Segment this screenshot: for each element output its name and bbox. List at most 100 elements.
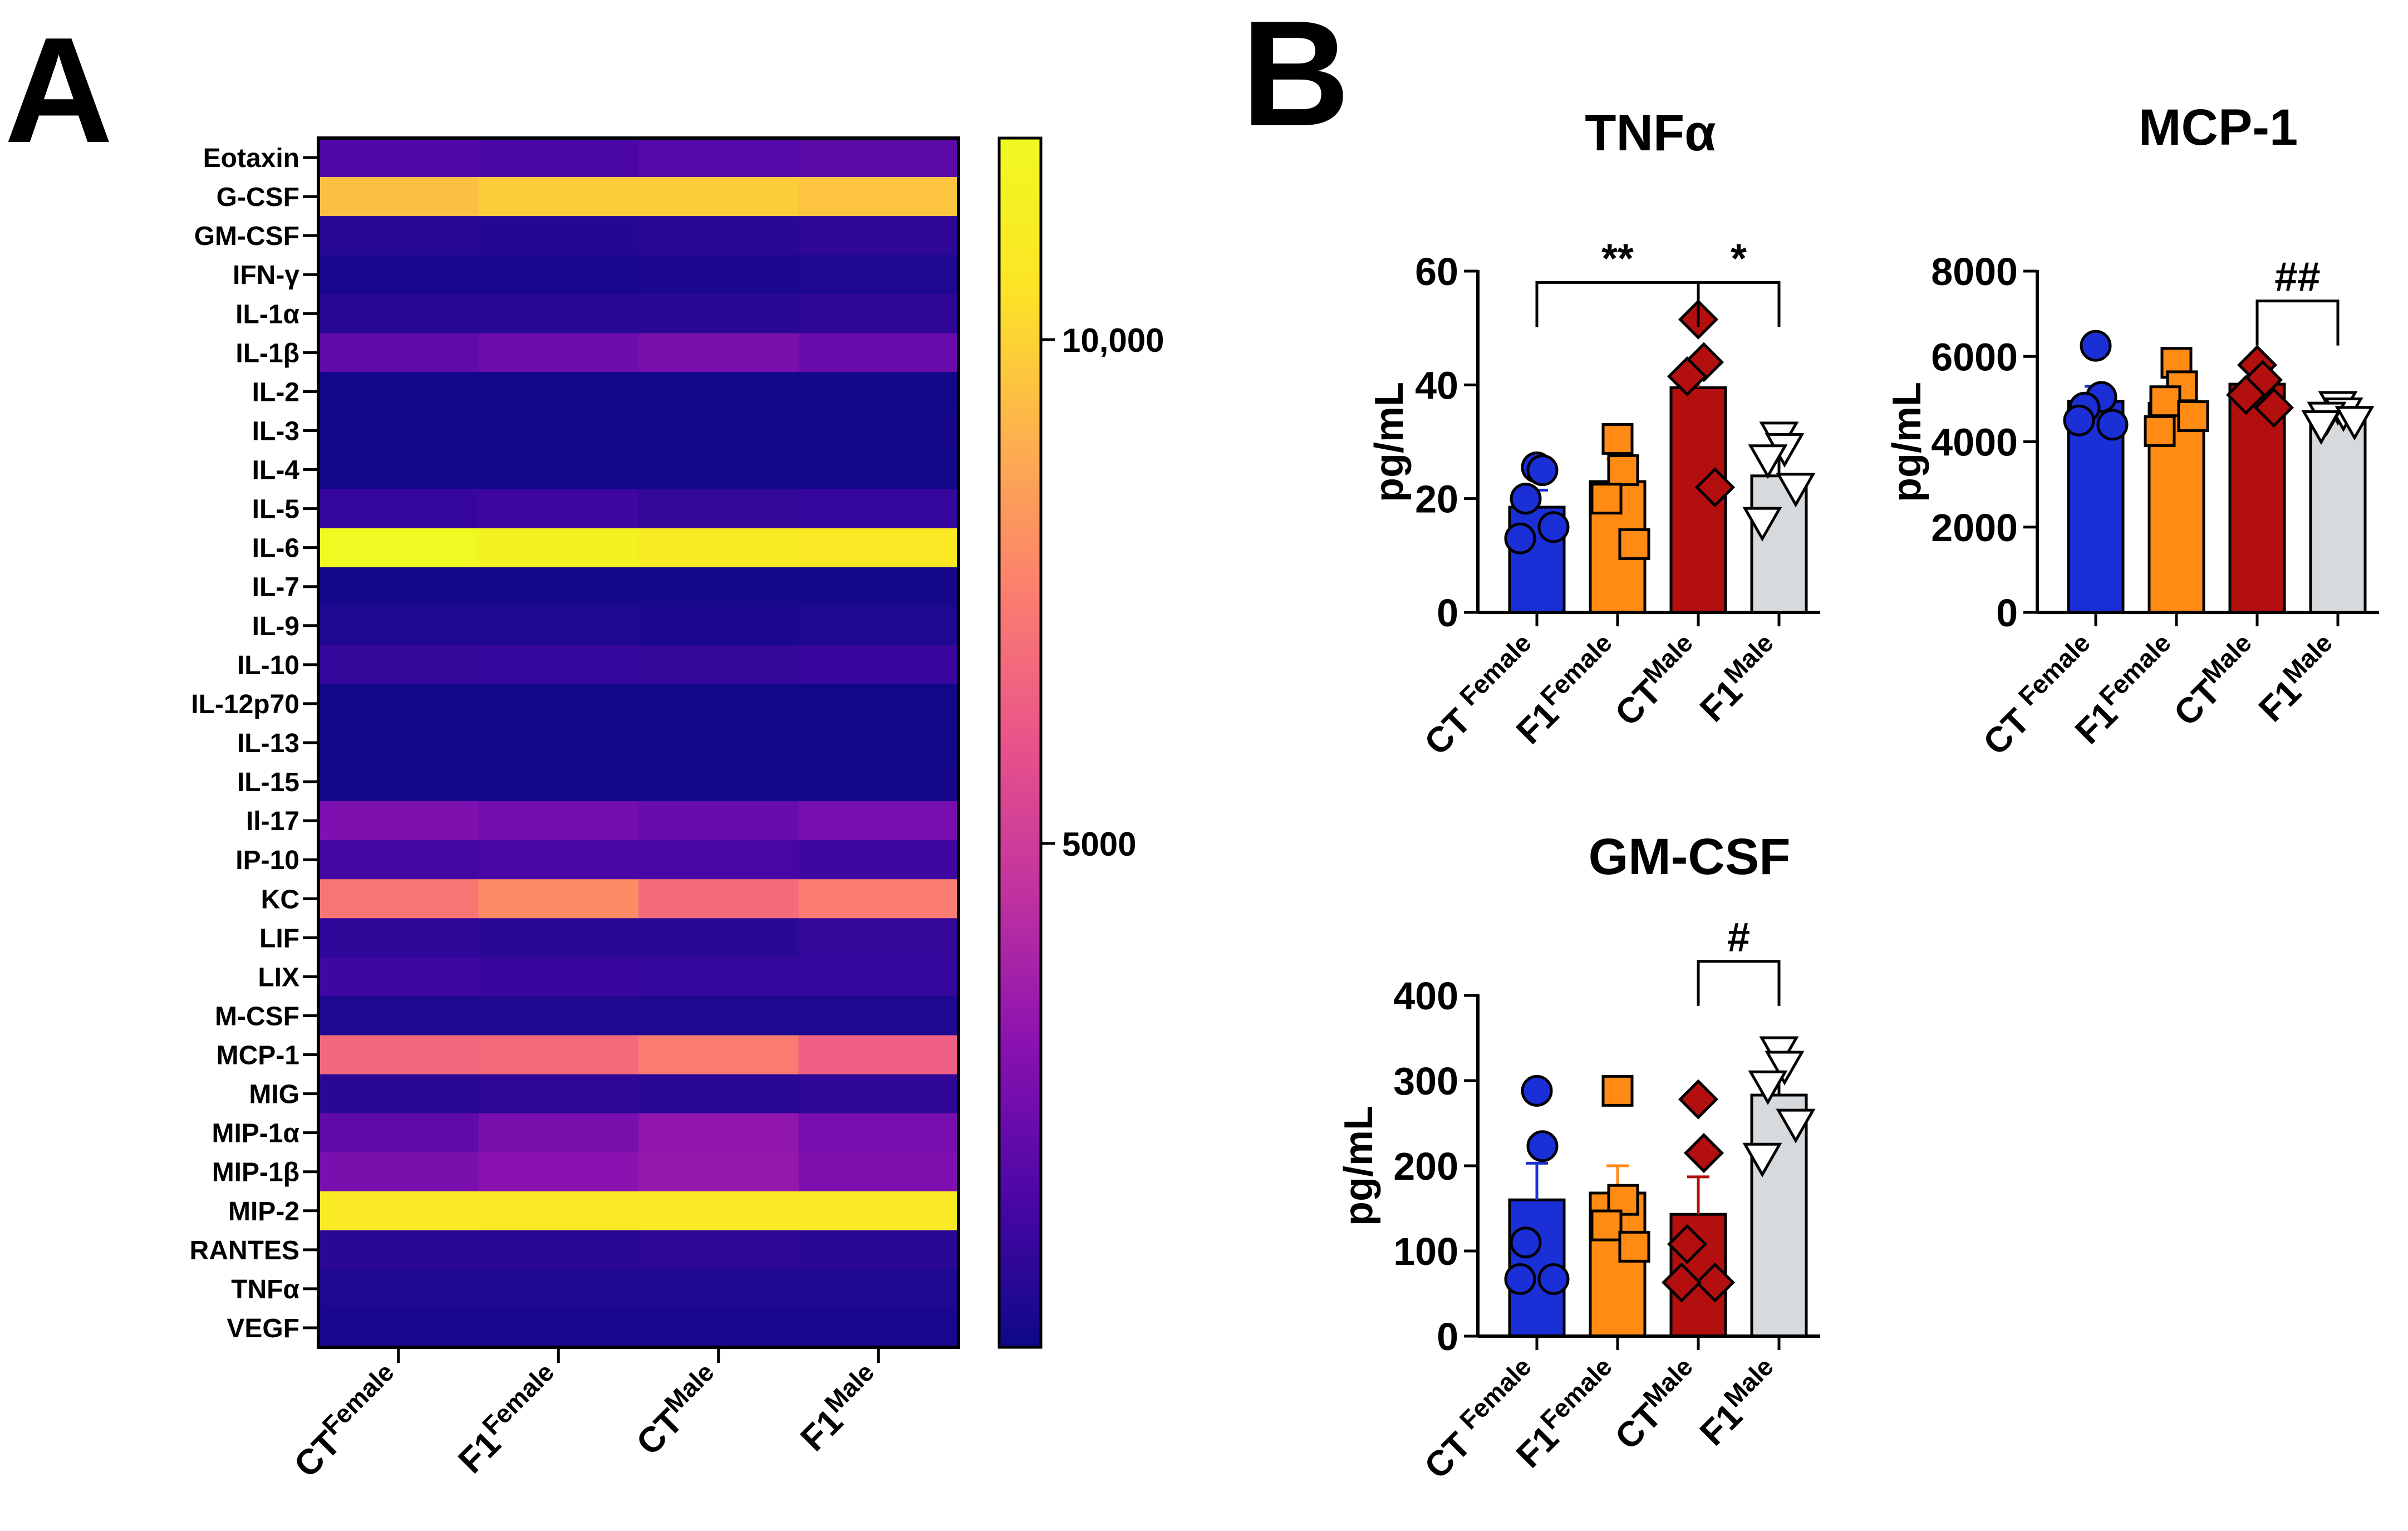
heatmap-cell [478, 1230, 639, 1270]
heatmap-cell [638, 489, 799, 529]
row-label-mcp-1: MCP-1 [217, 1041, 299, 1071]
heatmap-cell [798, 606, 959, 646]
heatmap-cell [478, 918, 639, 958]
heatmap-cell [798, 294, 959, 333]
data-point-ct-female [1537, 511, 1570, 543]
chart-title-2: GM-CSF [1589, 828, 1791, 885]
heatmap-cell [798, 957, 959, 997]
row-label-lif: LIF [259, 924, 299, 953]
heatmap-cell [318, 255, 479, 295]
heatmap-cell [638, 1191, 799, 1231]
heatmap-cell [478, 996, 639, 1036]
y-tick-label-1-4: 8000 [1931, 250, 2018, 293]
heatmap-cell [638, 255, 799, 295]
row-label-il-3: IL-3 [252, 416, 299, 446]
significance-bracket [2255, 300, 2340, 346]
row-label-il-15: IL-15 [237, 768, 299, 797]
heatmap-cell [638, 1269, 799, 1309]
heatmap-cell [638, 801, 799, 841]
row-label-il-1: IL-1β [235, 338, 299, 368]
heatmap-cell [478, 255, 639, 295]
data-point-ct-female [2080, 330, 2112, 362]
heatmap-cell [318, 1152, 479, 1192]
heatmap-cell [798, 411, 959, 451]
heatmap-cell [798, 762, 959, 802]
heatmap-cell [798, 723, 959, 763]
heatmap-cell [478, 1074, 639, 1114]
data-point-f1-male [1765, 1051, 1805, 1086]
data-point-ct-male [2225, 375, 2267, 415]
heatmap-cell [638, 1113, 799, 1153]
heatmap-cell [638, 1035, 799, 1075]
heatmap-cell [478, 1308, 639, 1348]
heatmap-cell [798, 1074, 959, 1114]
colorbar [997, 136, 1043, 1349]
data-point-f1-female [1618, 1230, 1650, 1263]
data-point-ct-male [2253, 387, 2294, 428]
data-point-f1-male [1776, 1108, 1816, 1144]
significance-bracket [1697, 960, 1781, 1006]
heatmap-cell [318, 294, 479, 333]
heatmap-cell [638, 333, 799, 372]
heatmap-cell [318, 762, 479, 802]
heatmap-cell [798, 333, 959, 372]
heatmap-cell [638, 762, 799, 802]
heatmap-cell [318, 723, 479, 763]
y-tick-label-2-2: 200 [1393, 1145, 1458, 1188]
row-label-mip-1: MIP-1β [212, 1158, 299, 1187]
heatmap-cell [478, 372, 639, 411]
heatmap-cell [478, 645, 639, 685]
heatmap-cell [318, 1230, 479, 1270]
heatmap-column-label-3: F1Male [789, 1357, 891, 1459]
heatmap-column-label-0: CTFemale [283, 1357, 410, 1485]
heatmap-cell [478, 411, 639, 451]
heatmap-cell [318, 528, 479, 568]
data-point-f1-female [2177, 400, 2209, 433]
row-label-eotaxin: Eotaxin [203, 144, 299, 173]
heatmap-cell [318, 918, 479, 958]
data-point-ct-male [1683, 1133, 1724, 1174]
heatmap-cell [318, 450, 479, 490]
y-axis-label-0: pg/mL [1367, 382, 1412, 502]
heatmap-cell [478, 489, 639, 529]
y-tick-label-2-1: 100 [1393, 1230, 1458, 1273]
heatmap-cell [638, 216, 799, 256]
data-point-ct-male [1694, 467, 1736, 508]
heatmap-cell [318, 645, 479, 685]
heatmap-cell [318, 606, 479, 646]
significance-label-0-1: * [1731, 235, 1747, 281]
data-point-f1-female [1590, 483, 1623, 515]
row-label-rantes: RANTES [190, 1236, 299, 1265]
category-label-0-2: CTMale [1604, 628, 1709, 734]
data-point-ct-female [1504, 1263, 1536, 1295]
data-point-ct-female [2096, 409, 2129, 441]
row-label-ip-10: IP-10 [235, 846, 299, 875]
heatmap-cell [318, 1308, 479, 1348]
data-point-f1-female [1601, 423, 1634, 455]
data-point-ct-female [2063, 404, 2095, 436]
heatmap-panel: Eotaxin G-CSF GM-CSF IFN-γ IL-1α IL-1β IL-2 IL-… [190, 136, 1164, 1485]
heatmap-cell [798, 840, 959, 880]
heatmap-cell [478, 528, 639, 568]
bar-ct-male [1669, 386, 1727, 614]
heatmap-cell [638, 294, 799, 333]
heatmap-cell [638, 996, 799, 1036]
heatmap-cell [798, 879, 959, 919]
heatmap-cell [478, 762, 639, 802]
y-axis-label-2: pg/mL [1336, 1106, 1381, 1226]
data-point-ct-female [1521, 1074, 1553, 1107]
heatmap-cell [638, 528, 799, 568]
significance-label-0-0: ** [1601, 235, 1634, 281]
significance-bracket [1697, 281, 1781, 327]
y-tick-label-1-2: 4000 [1931, 421, 2018, 464]
heatmap-cell [638, 177, 799, 217]
heatmap-cell [478, 1191, 639, 1231]
heatmap-cell [638, 957, 799, 997]
y-tick-label-2-0: 0 [1437, 1315, 1458, 1358]
panel-a-letter: A [4, 7, 113, 174]
heatmap-cell [798, 684, 959, 724]
data-point-ct-female [1526, 454, 1559, 487]
heatmap-cell [318, 333, 479, 372]
